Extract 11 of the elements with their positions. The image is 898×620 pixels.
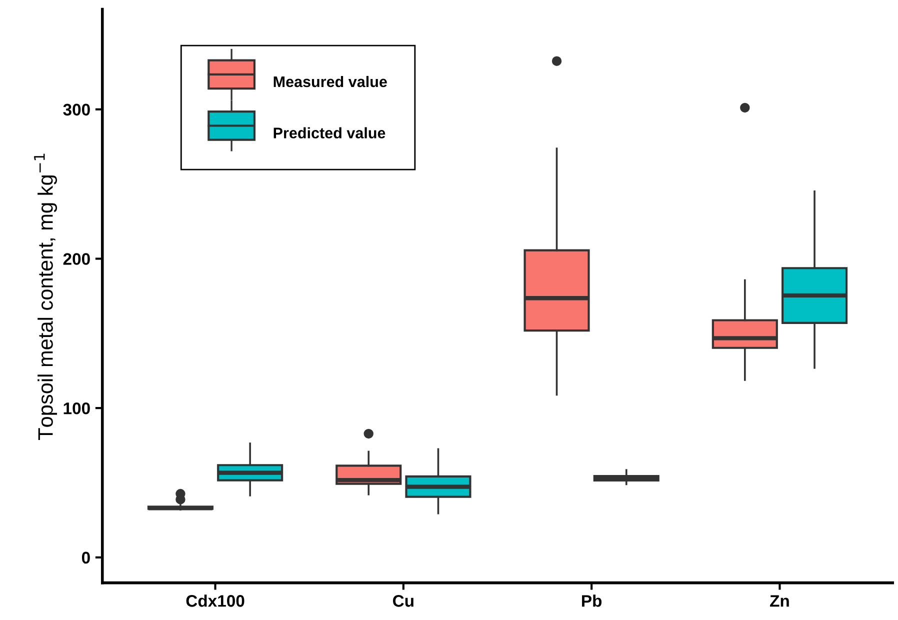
y-tick-label: 200 bbox=[63, 253, 90, 265]
y-tick-label: 100 bbox=[64, 402, 90, 414]
x-tick-label: Zn bbox=[770, 595, 789, 607]
y-tick-label: 0 bbox=[82, 552, 90, 564]
legend-label: Predicted value bbox=[274, 127, 386, 138]
y-axis-title: Topsoil metal content, mg kg$^{−1}$ bbox=[34, 154, 58, 440]
x-tick-label: Cu bbox=[392, 595, 414, 607]
x-tick-label: Pb bbox=[582, 594, 602, 607]
y-tick-label: 300 bbox=[63, 104, 90, 116]
x-tick-label: Cdx100 bbox=[186, 594, 244, 607]
legend-label: Measured value bbox=[274, 76, 387, 88]
